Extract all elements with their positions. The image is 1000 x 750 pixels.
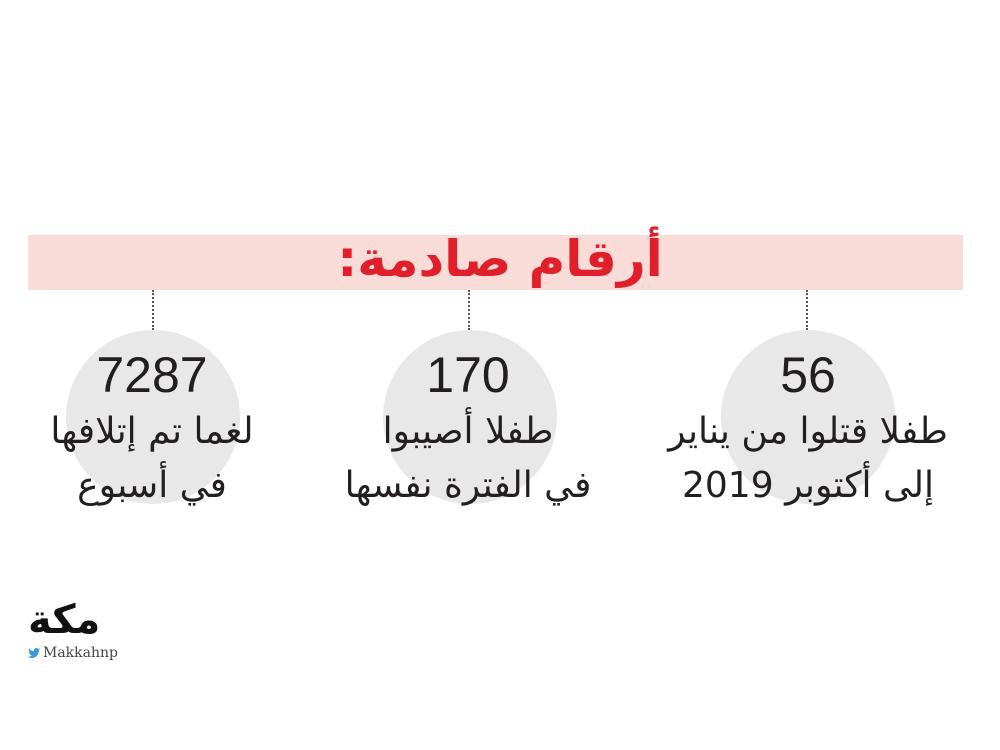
logo-text: مكة (28, 597, 101, 643)
stat-text: في أسبوع (77, 465, 227, 506)
stat-text: إلى أكتوبر 2019 (682, 465, 934, 506)
stat: 56 طفلا قتلوا من يناير إلى أكتوبر 2019 (648, 345, 968, 513)
stat-number: 170 (426, 347, 510, 403)
logo: مكة Makkahnp (28, 598, 148, 662)
logo-handle-text: Makkahnp (43, 645, 118, 661)
stat-text: في الفترة نفسها (344, 465, 592, 506)
connector (468, 290, 470, 330)
circle (66, 330, 240, 504)
logo-handle: Makkahnp (28, 644, 148, 662)
stat: 7287 لغما تم إتلافها في أسبوع (0, 345, 312, 513)
stat-text: طفلا أصيبوا (382, 411, 554, 452)
circle (383, 330, 557, 504)
title-band (28, 235, 963, 290)
stat-text: طفلا قتلوا من يناير (668, 411, 948, 452)
twitter-icon (28, 648, 40, 658)
stat-number: 56 (780, 347, 836, 403)
stat: 170 طفلا أصيبوا في الفترة نفسها (308, 345, 628, 513)
connector (152, 290, 154, 330)
stat-text: لغما تم إتلافها (50, 411, 254, 452)
connector (806, 290, 808, 330)
stat-number: 7287 (96, 347, 208, 403)
circle (721, 330, 895, 504)
title: أرقام صادمة: (337, 230, 663, 288)
